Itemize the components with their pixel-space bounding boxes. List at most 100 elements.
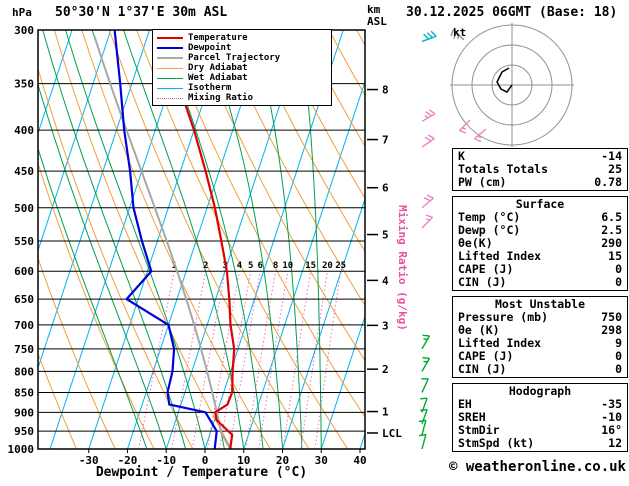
mixing-ratio-value-label: 1	[172, 261, 177, 271]
stats-row-value: 16°	[601, 423, 622, 437]
legend-item-label: Isotherm	[188, 83, 232, 93]
stats-row-value: 750	[601, 310, 622, 324]
km-tick-label: 1	[382, 406, 389, 419]
x-axis-title: Dewpoint / Temperature (°C)	[95, 465, 308, 480]
temp-tick-label: 10	[237, 454, 250, 467]
credit-text: © weatheronline.co.uk	[448, 459, 626, 475]
pressure-tick-label: 950	[14, 425, 34, 438]
wind-barb	[450, 28, 465, 41]
legend-line-sample	[157, 57, 183, 59]
stats-row-label: PW (cm)	[458, 175, 507, 189]
temp-tick-label: -20	[118, 454, 138, 467]
stats-row-value: 298	[601, 323, 622, 337]
stats-row-label: EH	[458, 397, 472, 411]
altitude-axis-unit-asl: ASL	[367, 15, 387, 28]
wind-barb	[421, 214, 434, 229]
km-tick-label: 3	[382, 319, 389, 332]
stats-row-label: CAPE (J)	[458, 349, 514, 363]
temp-tick-label: 20	[276, 454, 289, 467]
stats-row-value: 0	[615, 349, 622, 363]
stats-row-label: θe(K)	[458, 236, 493, 250]
stats-panel: K -14 Totals Totals 25 PW (cm) 0.78 Surface Tem…	[452, 148, 628, 457]
stats-row-value: 0	[615, 262, 622, 276]
stats-row: CIN (J) 0	[453, 363, 627, 376]
wind-barb	[418, 433, 427, 450]
km-tick-label: 8	[382, 84, 389, 97]
run-datetime: 30.12.2025 06GMT (Base: 18)	[406, 5, 618, 20]
wind-barb	[421, 194, 434, 209]
temp-tick-label: -30	[79, 454, 99, 467]
mixing-ratio-line	[191, 271, 226, 449]
hodograph	[450, 23, 574, 147]
temp-tick-label: -10	[156, 454, 176, 467]
dry-adiabat-line	[38, 352, 77, 449]
pressure-tick-label: 350	[14, 78, 34, 91]
km-tick-label: 7	[382, 134, 389, 147]
temp-tick-label: 40	[353, 454, 366, 467]
mixing-ratio-axis-label: Mixing Ratio (g/kg)	[396, 205, 409, 331]
legend-item-label: Dewpoint	[188, 43, 232, 53]
dewpoint-line	[113, 30, 218, 449]
legend-item-label: Mixing Ratio	[188, 93, 254, 103]
wind-barb	[418, 419, 427, 435]
pressure-tick-label: 300	[14, 24, 34, 37]
mixing-ratio-value-label: 2	[203, 261, 208, 271]
wind-barb	[421, 334, 431, 350]
legend-item: Temperature	[157, 33, 327, 43]
stats-row: Totals Totals 25	[453, 163, 627, 176]
stats-row-value: 25	[608, 162, 622, 176]
stats-row-label: Lifted Index	[458, 336, 542, 350]
mixing-ratio-line	[282, 271, 312, 449]
legend-line-sample	[157, 77, 183, 79]
dry-adiabat-line	[246, 30, 365, 253]
legend-line-sample	[157, 97, 183, 99]
mixing-ratio-value-label: 4	[237, 261, 243, 271]
stats-section-title: Surface	[515, 197, 565, 211]
wind-barb	[421, 109, 436, 122]
mixing-ratio-line	[218, 271, 252, 449]
stats-row-label: StmSpd (kt)	[458, 436, 535, 450]
legend-item: Dry Adiabat	[157, 63, 327, 73]
legend-item-label: Temperature	[188, 33, 248, 43]
stats-row: CAPE (J) 0	[453, 350, 627, 363]
stats-row-value: 2.5	[601, 223, 622, 237]
hodograph-ring	[451, 24, 573, 146]
legend-line-sample	[157, 87, 183, 89]
mixing-ratio-value-label: 6	[258, 261, 263, 271]
km-tick-label: 6	[382, 182, 389, 195]
legend-item: Parcel Trajectory	[157, 53, 327, 63]
mixing-ratio-value-label: 25	[335, 261, 346, 271]
legend-item-label: Dry Adiabat	[188, 63, 248, 73]
pressure-tick-label: 400	[14, 124, 34, 137]
pressure-axis-unit: hPa	[12, 6, 32, 19]
stats-section-indices: K -14 Totals Totals 25 PW (cm) 0.78	[452, 148, 628, 191]
stats-row: CIN (J) 0	[453, 276, 627, 289]
altitude-axis-unit-km: km	[367, 3, 381, 16]
stats-row-value: 0	[615, 362, 622, 376]
stats-row-label: CIN (J)	[458, 275, 507, 289]
legend-line-sample	[157, 47, 183, 49]
stats-row-label: Dewp (°C)	[458, 223, 521, 237]
legend-item: Dewpoint	[157, 43, 327, 53]
hodograph-ring	[471, 44, 553, 126]
pressure-tick-label: 750	[14, 343, 34, 356]
stats-row-label: Pressure (mb)	[458, 310, 549, 324]
isotherm-line	[38, 30, 150, 370]
km-tick-label: 5	[382, 229, 389, 242]
pressure-tick-label: 1000	[8, 443, 35, 456]
km-tick-label: 4	[382, 274, 389, 287]
isotherm-line	[243, 79, 365, 449]
stats-row-label: CIN (J)	[458, 362, 507, 376]
mixing-ratio-line	[171, 271, 207, 449]
dry-adiabat-line	[301, 30, 365, 148]
wind-barb	[421, 134, 435, 148]
stats-row-value: -14	[601, 149, 622, 163]
stats-row: Dewp (°C) 2.5	[453, 224, 627, 237]
stats-section-title: Most Unstable	[494, 297, 585, 311]
legend-item-label: Parcel Trajectory	[188, 53, 281, 63]
stats-row: θe (K) 298	[453, 324, 627, 337]
mixing-ratio-value-label: 8	[273, 261, 278, 271]
stats-row-label: Lifted Index	[458, 249, 542, 263]
temp-tick-label: 0	[202, 454, 209, 467]
stats-row: CAPE (J) 0	[453, 263, 627, 276]
